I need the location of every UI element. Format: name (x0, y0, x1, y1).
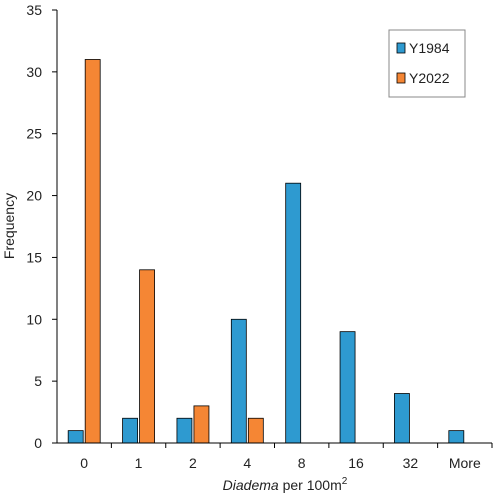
legend-swatch-y2022 (396, 72, 406, 84)
x-axis-title-superscript: 2 (342, 476, 348, 487)
legend-swatch-y1984 (396, 42, 406, 54)
y-tick-label: 0 (34, 435, 42, 451)
x-axis-ticks: 0 1 2 4 8 16 32 More (80, 443, 493, 471)
legend: Y1984 Y2022 (388, 29, 466, 98)
x-tick-label: 16 (348, 455, 364, 471)
x-axis-title: Diadema per 100m2 (223, 476, 348, 493)
y-axis-title: Frequency (1, 193, 17, 259)
y-tick-label: 25 (26, 126, 42, 142)
x-tick-label: 1 (135, 455, 143, 471)
bar-y1984-more (448, 430, 465, 444)
x-tick-label: 0 (80, 455, 88, 471)
bar-y1984-32 (394, 393, 410, 444)
x-tick-label: More (449, 455, 481, 471)
bar-y1984-8 (285, 182, 302, 444)
y-tick-label: 20 (26, 188, 42, 204)
x-tick-label: 32 (403, 455, 419, 471)
y-tick-label: 35 (26, 2, 42, 18)
bar-y1984-4 (230, 318, 247, 444)
bar-y1984-16 (339, 331, 356, 444)
x-tick-label: 4 (243, 455, 251, 471)
legend-box (388, 29, 466, 98)
bar-y2022-2 (193, 405, 210, 444)
bars-group (67, 59, 465, 444)
bar-y1984-2 (176, 417, 193, 444)
x-axis-title-italic: Diadema (223, 477, 279, 493)
bar-y2022-4 (247, 417, 264, 444)
y-axis-ticks: 0 5 10 15 20 25 30 35 (26, 2, 57, 451)
x-axis-title-text: per 100m (279, 477, 342, 493)
y-tick-label: 15 (26, 249, 42, 265)
legend-label-y2022: Y2022 (409, 70, 450, 86)
legend-label-y1984: Y1984 (409, 40, 450, 56)
bar-y2022-0 (84, 59, 101, 444)
bar-y2022-1 (139, 269, 155, 444)
x-tick-label: 8 (298, 455, 306, 471)
x-tick-label: 2 (189, 455, 197, 471)
y-tick-label: 10 (26, 311, 42, 327)
bar-y1984-1 (122, 417, 138, 444)
y-tick-label: 5 (34, 373, 42, 389)
y-tick-label: 30 (26, 64, 42, 80)
bar-y1984-0 (67, 430, 84, 444)
